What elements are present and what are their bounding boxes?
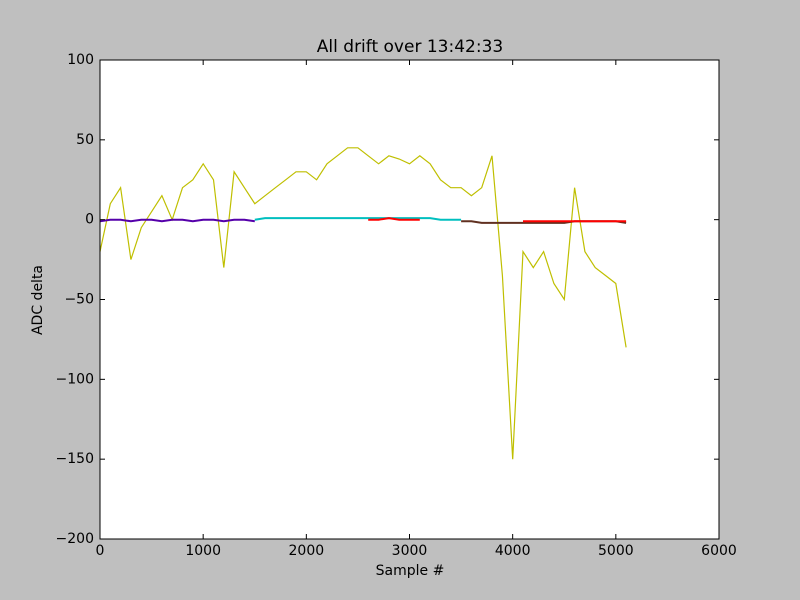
y-tick-label: −200 — [56, 531, 94, 547]
y-tick-label: 0 — [85, 212, 94, 228]
plot — [99, 147, 627, 460]
y-axis-label: ADC delta — [30, 265, 46, 335]
series-line — [368, 217, 627, 223]
x-tick-label: 1000 — [185, 543, 221, 559]
x-tick-label: 6000 — [701, 543, 737, 559]
x-tick-label: 4000 — [495, 543, 531, 559]
y-tick-label: −50 — [64, 292, 94, 308]
series-line — [99, 147, 627, 460]
x-tick-label: 0 — [96, 543, 105, 559]
series-line — [254, 217, 462, 221]
x-axis-label: Sample # — [376, 563, 445, 579]
x-tick-label: 5000 — [598, 543, 634, 559]
x-tick-label: 2000 — [289, 543, 325, 559]
y-tick-label: 100 — [67, 52, 94, 68]
y-tick-label: −100 — [56, 371, 94, 387]
y-tick-label: 50 — [76, 132, 94, 148]
x-tick-label: 3000 — [392, 543, 428, 559]
plot-area — [100, 60, 719, 539]
y-tick-label: −150 — [56, 451, 94, 467]
chart-title: All drift over 13:42:33 — [317, 37, 503, 57]
series-line — [99, 218, 255, 223]
